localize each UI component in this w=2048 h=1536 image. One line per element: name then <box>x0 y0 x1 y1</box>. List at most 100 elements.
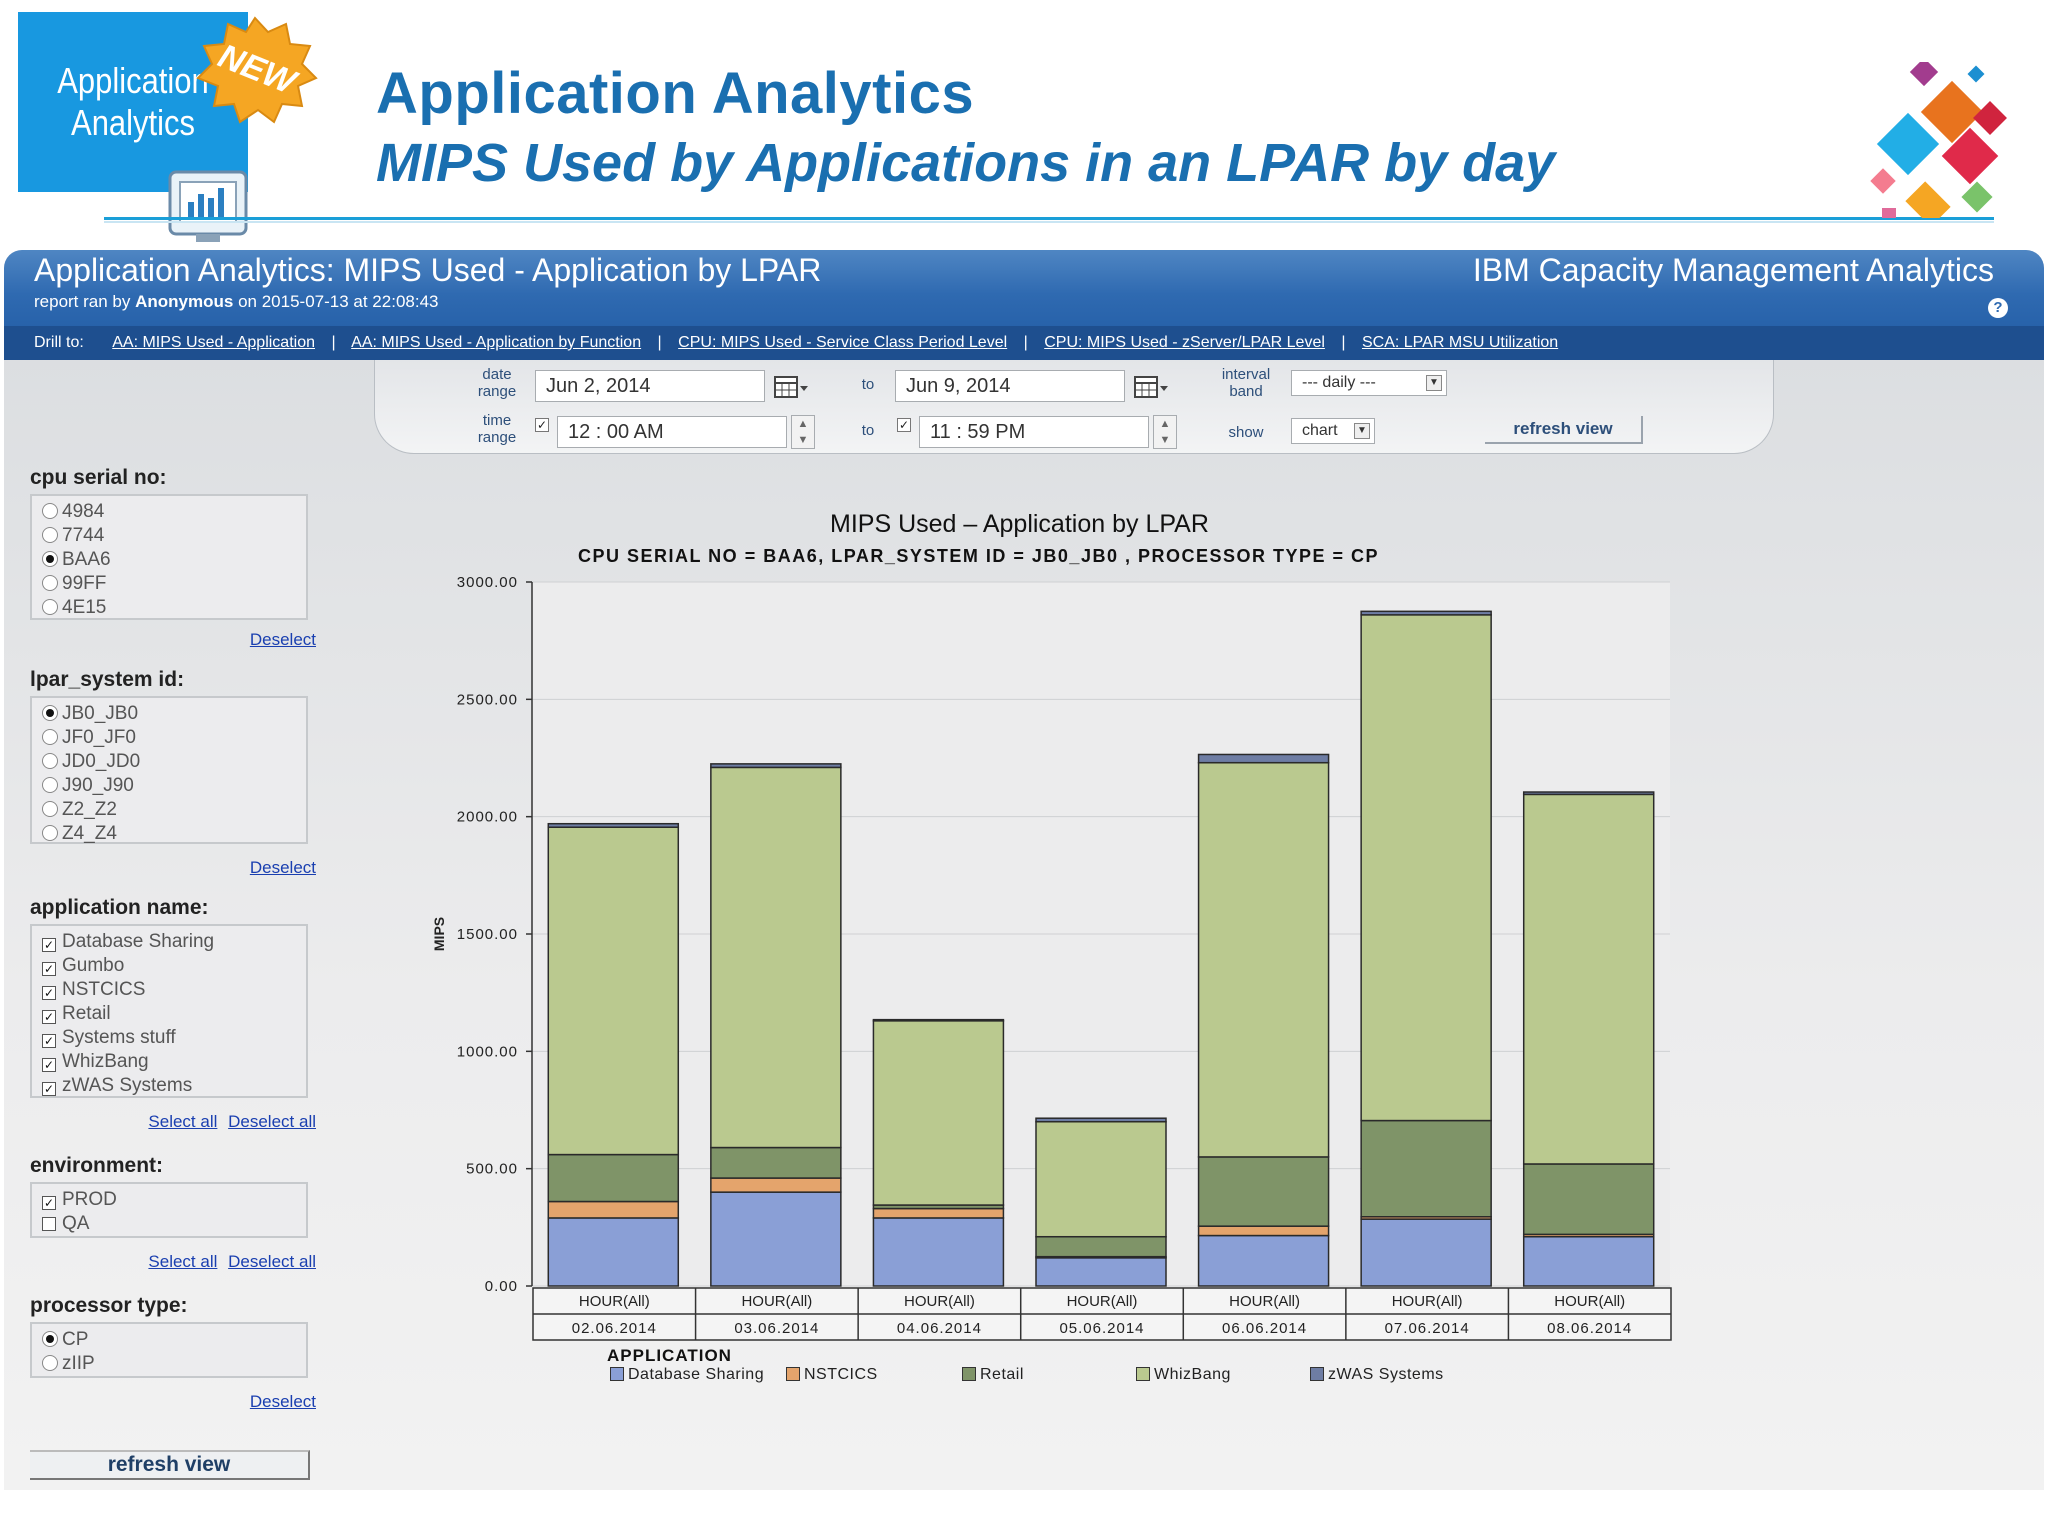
lpar-option[interactable]: Z2_Z2 <box>42 798 306 822</box>
checkbox[interactable]: ✓ <box>42 1196 56 1210</box>
bar-segment <box>710 1177 842 1193</box>
env-option[interactable]: ✓ PROD <box>42 1188 306 1212</box>
drill-label: Drill to: <box>34 334 84 351</box>
drill-link-cpu-service-class[interactable]: CPU: MIPS Used - Service Class Period Le… <box>678 334 1008 351</box>
app-option[interactable]: ✓ zWAS Systems <box>42 1074 306 1098</box>
environment-deselect-all-link[interactable]: Deselect all <box>228 1252 316 1271</box>
calendar-icon[interactable] <box>773 372 809 402</box>
radio-button[interactable] <box>42 1355 58 1371</box>
x-group-label: HOUR(All) <box>1067 1293 1138 1310</box>
bar-segment <box>1522 793 1655 1165</box>
radio-button[interactable] <box>42 729 58 745</box>
cpu-deselect-link[interactable]: Deselect <box>249 630 316 649</box>
radio-button[interactable] <box>42 777 58 793</box>
bar-segment <box>1360 610 1492 616</box>
logo-label: Application Analytics <box>57 60 209 143</box>
drill-link-cpu-zserver-lpar[interactable]: CPU: MIPS Used - zServer/LPAR Level <box>1044 334 1325 351</box>
calendar-icon[interactable] <box>1133 372 1169 402</box>
date-range-label: date range <box>477 366 517 400</box>
interval-band-select[interactable]: --- daily --- ▼ <box>1291 370 1447 396</box>
app-option[interactable]: ✓ Database Sharing <box>42 930 306 954</box>
y-tick-label: 3000.00 <box>457 574 518 591</box>
checkbox[interactable]: ✓ <box>42 1034 56 1048</box>
lpar-option[interactable]: JB0_JB0 <box>42 702 306 726</box>
checkbox[interactable]: ✓ <box>42 986 56 1000</box>
application-deselect-all-link[interactable]: Deselect all <box>228 1112 316 1131</box>
checkbox[interactable] <box>42 1217 56 1231</box>
radio-button[interactable] <box>42 551 58 567</box>
lpar-option[interactable]: JF0_JF0 <box>42 726 306 750</box>
time-from-checkbox[interactable]: ✓ <box>535 418 549 432</box>
time-to-spinner[interactable]: ▲ ▼ <box>1153 415 1177 449</box>
radio-button[interactable] <box>42 801 58 817</box>
app-option[interactable]: ✓ NSTCICS <box>42 978 306 1002</box>
lpar-deselect-link[interactable]: Deselect <box>249 858 316 877</box>
checkbox[interactable]: ✓ <box>42 1082 56 1096</box>
app-logo: Application Analytics <box>18 12 248 192</box>
radio-button[interactable] <box>42 1331 58 1347</box>
proc-option[interactable]: CP <box>42 1328 306 1352</box>
time-from-input[interactable]: 12 : 00 AM <box>557 416 787 448</box>
drill-link-sca-lpar-msu[interactable]: SCA: LPAR MSU Utilization <box>1361 334 1559 351</box>
drill-link-aa-mips-application-by-function[interactable]: AA: MIPS Used - Application by Function <box>351 334 642 351</box>
x-tick-label: 07.06.2014 <box>1385 1320 1470 1337</box>
checkbox[interactable]: ✓ <box>42 938 56 952</box>
env-option[interactable]: QA <box>42 1212 306 1236</box>
app-option[interactable]: ✓ Gumbo <box>42 954 306 978</box>
app-option[interactable]: ✓ Retail <box>42 1002 306 1026</box>
legend-swatch <box>786 1367 800 1381</box>
bar-segment <box>1197 1234 1330 1287</box>
drill-link-aa-mips-application[interactable]: AA: MIPS Used - Application <box>112 334 315 351</box>
radio-button[interactable] <box>42 599 58 615</box>
cpu-option-label: 99FF <box>62 573 107 594</box>
radio-button[interactable] <box>42 705 58 721</box>
refresh-view-button-bottom[interactable]: refresh view <box>30 1450 310 1480</box>
bar-segment <box>872 1207 1005 1219</box>
radio-button[interactable] <box>42 825 58 841</box>
radio-button[interactable] <box>42 575 58 591</box>
radio-button[interactable] <box>42 503 58 519</box>
cpu-option[interactable]: 7744 <box>42 524 306 548</box>
radio-button[interactable] <box>42 753 58 769</box>
cpu-option[interactable]: 4984 <box>42 500 306 524</box>
cpu-option[interactable]: 4E15 <box>42 596 306 620</box>
drill-through-bar: Drill to: AA: MIPS Used - Application | … <box>4 326 2044 360</box>
lpar-option-label: Z2_Z2 <box>62 799 117 820</box>
date-from-input[interactable]: Jun 2, 2014 <box>535 370 765 402</box>
legend-label: Database Sharing <box>628 1366 765 1383</box>
bar-segment <box>1197 1225 1330 1237</box>
app-option[interactable]: ✓ Systems stuff <box>42 1026 306 1050</box>
time-to-checkbox[interactable]: ✓ <box>897 418 911 432</box>
environment-select-all-link[interactable]: Select all <box>148 1252 218 1271</box>
cpu-option-label: 4E15 <box>62 597 107 618</box>
lpar-list: JB0_JB0 JF0_JF0 JD0_JD0 J90_J90 Z2_Z2 Z4_Z4 <box>30 696 308 844</box>
refresh-view-button[interactable]: refresh view <box>1485 416 1643 444</box>
help-icon[interactable]: ? <box>1988 298 2008 318</box>
application-select-all-link[interactable]: Select all <box>148 1112 218 1131</box>
cpu-option[interactable]: 99FF <box>42 572 306 596</box>
lpar-option[interactable]: Z4_Z4 <box>42 822 306 846</box>
cpu-option-label: BAA6 <box>62 549 111 570</box>
time-to-input[interactable]: 11 : 59 PM <box>919 416 1149 448</box>
lpar-option[interactable]: J90_J90 <box>42 774 306 798</box>
checkbox[interactable]: ✓ <box>42 962 56 976</box>
checkbox[interactable]: ✓ <box>42 1010 56 1024</box>
time-from-spinner[interactable]: ▲ ▼ <box>791 415 815 449</box>
bar-segment <box>1522 1163 1655 1236</box>
lpar-option[interactable]: JD0_JD0 <box>42 750 306 774</box>
legend-swatch <box>1310 1367 1324 1381</box>
cpu-option[interactable]: BAA6 <box>42 548 306 572</box>
proc-option[interactable]: zIIP <box>42 1352 306 1376</box>
date-to-input[interactable]: Jun 9, 2014 <box>895 370 1125 402</box>
lpar-option-label: JF0_JF0 <box>62 727 136 748</box>
checkbox[interactable]: ✓ <box>42 1058 56 1072</box>
bar-segment <box>872 1018 1005 1022</box>
header-divider <box>104 217 1994 220</box>
processor-deselect-link[interactable]: Deselect <box>249 1392 316 1411</box>
app-option-label: Gumbo <box>62 955 125 976</box>
radio-button[interactable] <box>42 527 58 543</box>
app-option-label: Database Sharing <box>62 931 215 952</box>
show-select[interactable]: chart ▼ <box>1291 418 1375 444</box>
bar-segment <box>1035 1120 1167 1238</box>
app-option[interactable]: ✓ WhizBang <box>42 1050 306 1074</box>
